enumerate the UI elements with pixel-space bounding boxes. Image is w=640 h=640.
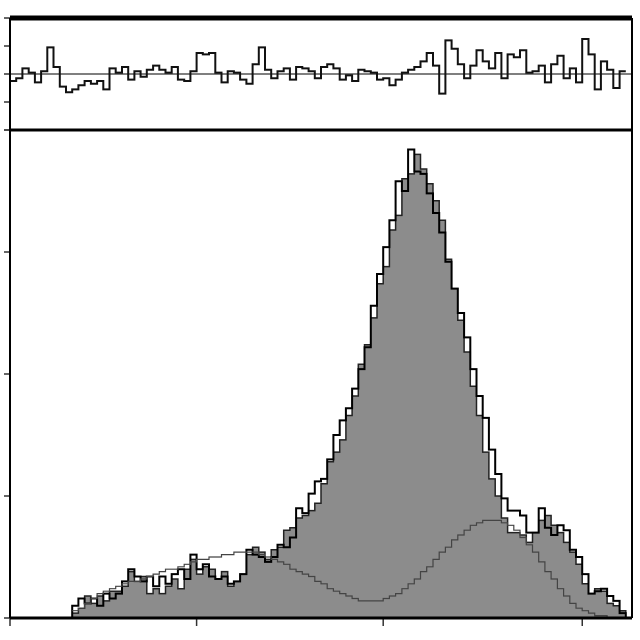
chart-frame <box>9 15 633 620</box>
outline-histogram <box>71 148 627 618</box>
component-curve <box>72 519 626 619</box>
main-panel <box>4 129 627 626</box>
residual-series-0 <box>10 38 626 95</box>
